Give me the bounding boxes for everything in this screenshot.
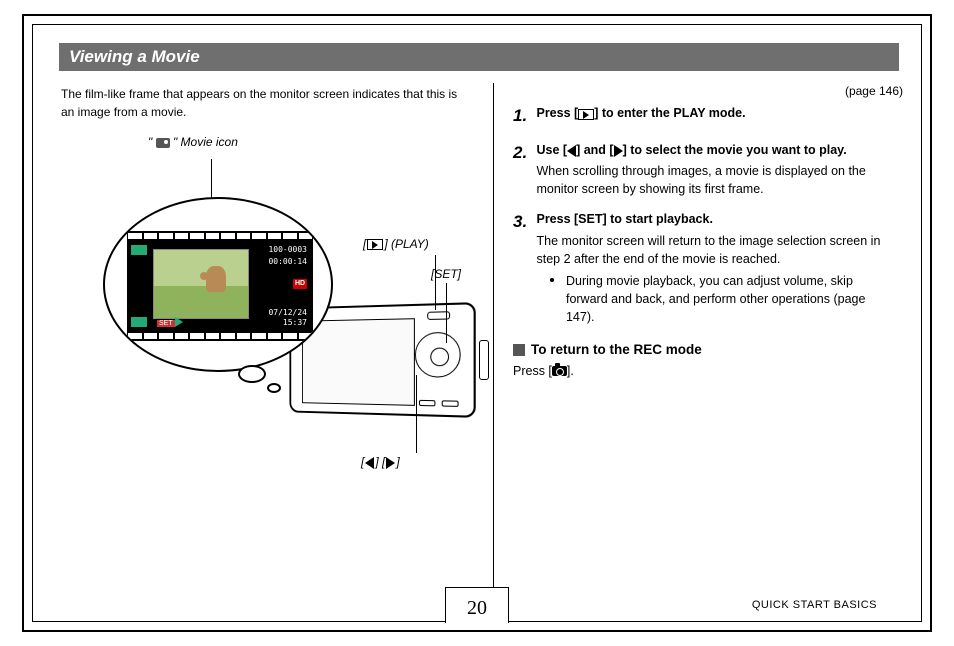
lead-set	[446, 283, 447, 343]
step-2-head-mid: ] and [	[576, 143, 614, 157]
intro-text: The film-like frame that appears on the …	[61, 85, 461, 121]
sub-body-suffix: ].	[567, 364, 574, 378]
film-frame: 100-0003 00:00:14 07/12/24 15:37 HD SET	[127, 231, 313, 341]
label-arrows: [ ] []	[361, 455, 400, 469]
step-2-num: 2.	[513, 141, 533, 166]
step-3-bullet: During movie playback, you can adjust vo…	[536, 272, 896, 326]
label-play: [ ] (PLAY)	[363, 237, 429, 251]
label-play-prefix: [	[363, 237, 366, 251]
step-1-head-suffix: ] to enter the PLAY mode.	[594, 106, 745, 120]
bullet-icon	[550, 278, 554, 282]
step-2: 2. Use [ ] and [ ] to select the movie you…	[513, 141, 903, 198]
label-set: [SET]	[431, 267, 461, 281]
movie-icon-caption: " " Movie icon	[148, 135, 238, 149]
zoom-bubble: 100-0003 00:00:14 07/12/24 15:37 HD SET	[103, 197, 333, 372]
caption-suffix: " Movie icon	[173, 135, 238, 149]
step-2-head-prefix: Use [	[536, 143, 567, 157]
osd-play-icon	[175, 317, 183, 327]
left-arrow-icon	[567, 145, 576, 157]
sub-heading-text: To return to the REC mode	[531, 342, 702, 357]
camera-bottom-button-1	[442, 400, 459, 407]
inner-frame: Viewing a Movie The film-like frame that…	[32, 24, 922, 622]
square-bullet-icon	[513, 344, 525, 356]
osd-hd-badge: HD	[293, 279, 307, 289]
osd-set: SET	[157, 320, 175, 327]
thumbnail-deer	[206, 266, 226, 292]
play-icon	[367, 239, 383, 250]
step-2-head-suffix: ] to select the movie you want to play.	[623, 143, 847, 157]
camera-bottom-button-2	[419, 400, 435, 407]
step-3: 3. Press [SET] to start playback. The mo…	[513, 210, 903, 326]
label-arrows-prefix: [	[361, 455, 364, 469]
osd-corner-bl	[131, 317, 147, 327]
lead-arrows	[416, 375, 417, 453]
step-1-head-prefix: Press [	[536, 106, 578, 120]
sub-body-prefix: Press [	[513, 364, 552, 378]
step-3-desc: The monitor screen will return to the im…	[536, 232, 896, 268]
label-arrows-suffix: ]	[396, 455, 399, 469]
page-number: 20	[445, 587, 509, 623]
lead-play	[435, 255, 436, 310]
camera-screen	[302, 318, 415, 406]
step-1-head: Press [ ] to enter the PLAY mode.	[536, 106, 745, 120]
label-play-text: ] (PLAY)	[384, 237, 428, 251]
film-perf-top	[127, 231, 313, 241]
illustration: [ ] (PLAY) [SET] [ ] [] 100-0003	[83, 175, 483, 505]
right-column: (page 146) 1. Press [ ] to enter the PLAY…	[513, 83, 903, 380]
osd-corner-tl	[131, 245, 147, 255]
label-arrows-mid: ] [	[375, 455, 385, 469]
step-3-bullet-text: During movie playback, you can adjust vo…	[566, 272, 886, 326]
film-perf-bottom	[127, 331, 313, 341]
play-icon	[578, 109, 594, 120]
bubble-tail-1	[238, 365, 266, 383]
sub-heading: To return to the REC mode	[513, 340, 903, 360]
osd-date: 07/12/24	[268, 308, 307, 317]
left-column: The film-like frame that appears on the …	[61, 85, 461, 121]
movie-thumbnail	[153, 249, 249, 319]
caption-prefix: "	[148, 135, 156, 149]
right-arrow-icon	[614, 145, 623, 157]
step-3-num: 3.	[513, 210, 533, 235]
step-2-desc: When scrolling through images, a movie i…	[536, 162, 896, 198]
footer-text: QUICK START BASICS	[752, 599, 877, 611]
osd-time: 00:00:14	[268, 257, 307, 266]
step-2-head: Use [ ] and [ ] to select the movie you wa…	[536, 143, 846, 157]
step-3-head: Press [SET] to start playback.	[536, 212, 712, 226]
osd-file: 100-0003	[268, 245, 307, 254]
camera-hinge	[479, 340, 489, 380]
camera-mode-icon	[552, 366, 567, 376]
osd-clock: 15:37	[283, 318, 307, 327]
column-divider	[493, 83, 494, 593]
camera-dpad	[415, 332, 461, 378]
thumbnail-grass	[154, 286, 248, 318]
page-reference: (page 146)	[513, 83, 903, 100]
movie-icon	[156, 138, 170, 148]
step-1: 1. Press [ ] to enter the PLAY mode.	[513, 104, 903, 129]
step-1-num: 1.	[513, 104, 533, 129]
section-title: Viewing a Movie	[59, 43, 899, 71]
right-arrow-icon	[386, 457, 395, 469]
left-arrow-icon	[365, 457, 374, 469]
sub-body: Press [].	[513, 362, 903, 380]
outer-frame: Viewing a Movie The film-like frame that…	[22, 14, 932, 632]
bubble-tail-2	[267, 383, 281, 393]
